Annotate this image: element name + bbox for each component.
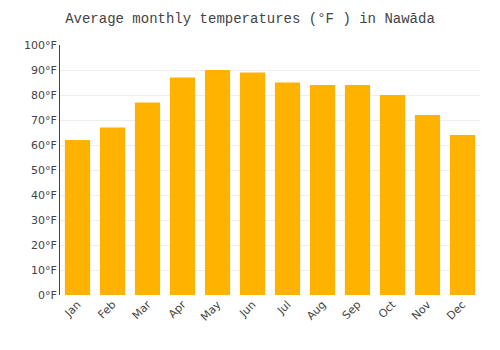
svg-text:40°F: 40°F	[31, 189, 57, 202]
svg-text:Feb: Feb	[96, 298, 119, 321]
svg-text:0°F: 0°F	[38, 289, 57, 302]
svg-text:Jun: Jun	[236, 298, 258, 320]
svg-text:60°F: 60°F	[31, 139, 57, 152]
svg-text:30°F: 30°F	[31, 214, 57, 227]
svg-text:Average monthly temperatures (: Average monthly temperatures (°F ) in Na…	[65, 11, 435, 27]
svg-text:Oct: Oct	[376, 298, 399, 321]
svg-text:100°F: 100°F	[24, 39, 57, 52]
svg-text:Aug: Aug	[304, 298, 328, 322]
svg-text:Dec: Dec	[444, 298, 468, 322]
svg-text:May: May	[198, 298, 224, 324]
svg-text:70°F: 70°F	[31, 114, 57, 127]
svg-text:90°F: 90°F	[31, 64, 57, 77]
svg-text:50°F: 50°F	[31, 164, 57, 177]
svg-text:Nov: Nov	[409, 298, 434, 323]
svg-text:Jan: Jan	[62, 298, 84, 320]
svg-text:80°F: 80°F	[31, 89, 57, 102]
svg-text:Jul: Jul	[274, 298, 293, 317]
svg-text:Apr: Apr	[166, 298, 189, 321]
svg-text:Mar: Mar	[130, 298, 154, 322]
svg-text:Sep: Sep	[340, 298, 364, 322]
svg-text:20°F: 20°F	[31, 239, 57, 252]
svg-text:10°F: 10°F	[31, 264, 57, 277]
